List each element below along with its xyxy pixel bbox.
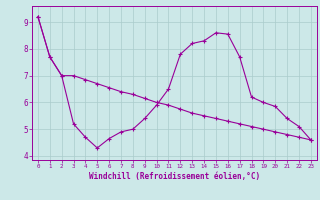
- X-axis label: Windchill (Refroidissement éolien,°C): Windchill (Refroidissement éolien,°C): [89, 172, 260, 181]
